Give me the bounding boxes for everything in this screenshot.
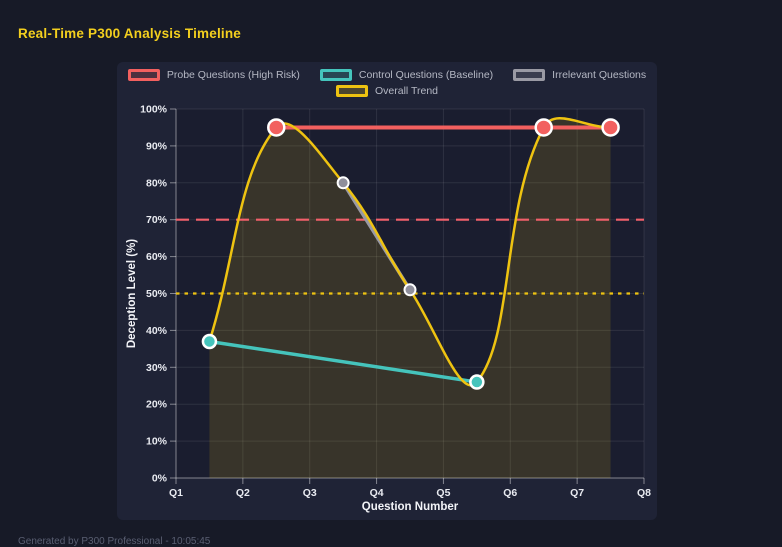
- legend-label: Control Questions (Baseline): [358, 69, 494, 81]
- legend-label: Irrelevant Questions: [552, 69, 647, 81]
- legend-item-probe-questions-high-risk[interactable]: Probe Questions (High Risk): [127, 69, 300, 81]
- x-axis-title: Question Number: [362, 501, 459, 513]
- y-tick-label: 100%: [140, 104, 168, 116]
- legend-label: Probe Questions (High Risk): [166, 69, 300, 81]
- point-probe-questions-high-risk-0[interactable]: [267, 118, 286, 137]
- legend-row: Probe Questions (High Risk) Control Quest…: [127, 69, 646, 81]
- y-tick-label: 50%: [146, 288, 168, 300]
- legend-swatch-probe-questions-high-risk: [127, 69, 160, 81]
- y-tick-label: 90%: [146, 140, 168, 152]
- chart-legend: Probe Questions (High Risk) Control Quest…: [117, 69, 657, 97]
- y-tick-label: 10%: [146, 436, 168, 448]
- legend-swatch-control-questions-baseline: [319, 69, 352, 81]
- y-axis-title: Deception Level (%): [126, 239, 138, 348]
- trend-area-fill: [209, 118, 611, 478]
- point-irrelevant-questions-0[interactable]: [336, 176, 350, 190]
- legend-label: Overall Trend: [374, 85, 439, 97]
- series-line-control-questions-baseline: [207, 339, 479, 384]
- legend-item-overall-trend[interactable]: Overall Trend: [335, 85, 439, 97]
- legend-item-control-questions-baseline[interactable]: Control Questions (Baseline): [319, 69, 494, 81]
- y-tick-label: 0%: [152, 473, 168, 485]
- legend-row: Overall Trend: [335, 85, 439, 97]
- y-tick-label: 20%: [146, 399, 168, 411]
- y-tick-label: 40%: [146, 325, 168, 337]
- x-tick-label: Q2: [236, 487, 250, 499]
- page-title: Real-Time P300 Analysis Timeline: [18, 26, 242, 41]
- point-control-questions-baseline-1[interactable]: [469, 374, 485, 390]
- axis-labels: 0% 10% 20% 30% 40% 50% 60% 70% 80% 90% 100% Q1 Q2 Q3 Q…: [126, 104, 651, 514]
- legend-item-irrelevant-questions[interactable]: Irrelevant Questions: [513, 69, 646, 81]
- y-tick-label: 60%: [146, 251, 168, 263]
- x-tick-label: Q8: [637, 487, 651, 499]
- x-tick-label: Q6: [503, 487, 517, 499]
- y-tick-label: 80%: [146, 177, 168, 189]
- x-tick-label: Q3: [303, 487, 317, 499]
- generated-footer: Generated by P300 Professional - 10:05:4…: [18, 536, 211, 547]
- chart-panel: Probe Questions (High Risk) Control Quest…: [117, 62, 657, 520]
- point-probe-questions-high-risk-2[interactable]: [601, 118, 620, 137]
- point-probe-questions-high-risk-1[interactable]: [534, 118, 553, 137]
- legend-swatch-irrelevant-questions: [513, 69, 546, 81]
- point-control-questions-baseline-0[interactable]: [201, 333, 218, 350]
- p300-timeline-chart: 0% 10% 20% 30% 40% 50% 60% 70% 80% 90% 100% Q1 Q2 Q3 Q…: [126, 104, 651, 514]
- y-tick-label: 30%: [146, 362, 168, 374]
- x-tick-label: Q5: [436, 487, 450, 499]
- x-tick-label: Q4: [370, 487, 384, 499]
- legend-swatch-overall-trend: [335, 85, 368, 97]
- y-tick-label: 70%: [146, 214, 168, 226]
- x-tick-label: Q7: [570, 487, 584, 499]
- x-tick-label: Q1: [169, 487, 183, 499]
- point-irrelevant-questions-1[interactable]: [403, 283, 417, 297]
